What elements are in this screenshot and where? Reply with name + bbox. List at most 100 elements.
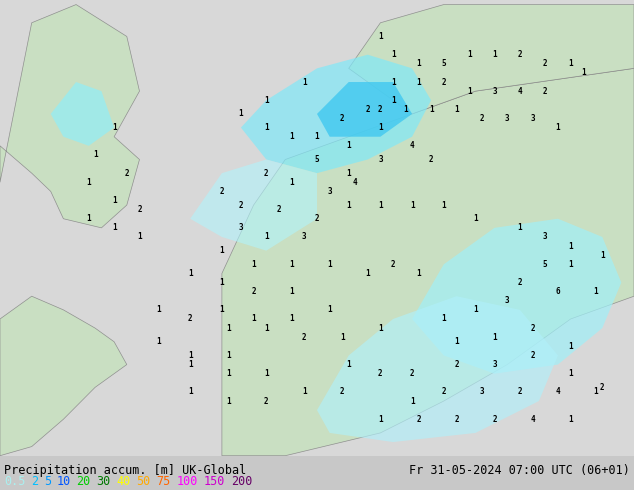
Text: 2: 2 — [340, 114, 345, 123]
Text: 1: 1 — [112, 223, 117, 232]
Text: 1: 1 — [112, 196, 117, 205]
Text: 1: 1 — [346, 141, 351, 150]
Text: 2: 2 — [479, 114, 484, 123]
Text: 3: 3 — [327, 187, 332, 196]
Text: 1: 1 — [327, 305, 332, 315]
Text: 5: 5 — [441, 59, 446, 68]
Text: 2: 2 — [429, 155, 434, 164]
Text: 1: 1 — [391, 96, 396, 105]
Text: 1: 1 — [264, 323, 269, 333]
Text: 2: 2 — [264, 169, 269, 178]
Text: 1: 1 — [467, 87, 472, 96]
Text: 1: 1 — [454, 105, 459, 114]
Text: 2: 2 — [302, 333, 307, 342]
Text: 3: 3 — [378, 155, 383, 164]
Text: Precipitation accum. [m] UK-Global: Precipitation accum. [m] UK-Global — [4, 464, 246, 477]
Text: 1: 1 — [600, 251, 605, 260]
Text: 3: 3 — [530, 114, 535, 123]
Text: 1: 1 — [346, 169, 351, 178]
Text: 2: 2 — [543, 87, 548, 96]
Text: 2: 2 — [276, 205, 281, 214]
Text: 1: 1 — [517, 223, 522, 232]
Text: Fr 31-05-2024 07:00 UTC (06+01): Fr 31-05-2024 07:00 UTC (06+01) — [409, 464, 630, 477]
Text: 1: 1 — [112, 123, 117, 132]
Text: 2: 2 — [251, 287, 256, 296]
Text: 1: 1 — [93, 150, 98, 159]
Text: 1: 1 — [416, 59, 421, 68]
Text: 1: 1 — [264, 232, 269, 242]
Text: 1: 1 — [593, 287, 598, 296]
Text: 2: 2 — [517, 388, 522, 396]
Text: 1: 1 — [340, 333, 345, 342]
Text: 3: 3 — [302, 232, 307, 242]
Text: 1: 1 — [251, 315, 256, 323]
Text: 1: 1 — [86, 214, 91, 223]
Text: 1: 1 — [219, 305, 224, 315]
Text: 2: 2 — [378, 105, 383, 114]
Text: 100: 100 — [176, 475, 198, 489]
Text: 0.5: 0.5 — [4, 475, 25, 489]
Text: 2: 2 — [264, 396, 269, 406]
Text: 1: 1 — [289, 315, 294, 323]
Text: 1: 1 — [378, 415, 383, 424]
Text: 1: 1 — [467, 50, 472, 59]
Text: 1: 1 — [391, 50, 396, 59]
Text: 1: 1 — [289, 178, 294, 187]
Text: 1: 1 — [137, 232, 142, 242]
Text: 1: 1 — [226, 369, 231, 378]
Text: 2: 2 — [219, 187, 224, 196]
Text: 2: 2 — [600, 383, 605, 392]
Text: 1: 1 — [188, 351, 193, 360]
Text: 2: 2 — [492, 415, 497, 424]
Text: 10: 10 — [56, 475, 71, 489]
Text: 1: 1 — [219, 278, 224, 287]
Polygon shape — [349, 4, 634, 114]
Text: 2: 2 — [517, 50, 522, 59]
Text: 1: 1 — [264, 96, 269, 105]
Text: 50: 50 — [136, 475, 151, 489]
Text: 2: 2 — [188, 315, 193, 323]
Text: 75: 75 — [157, 475, 171, 489]
Text: 1: 1 — [441, 200, 446, 210]
Text: 4: 4 — [517, 87, 522, 96]
Text: 1: 1 — [188, 360, 193, 369]
Text: 1: 1 — [238, 109, 243, 119]
Text: 2: 2 — [378, 369, 383, 378]
Text: 1: 1 — [410, 396, 415, 406]
Text: 2: 2 — [530, 323, 535, 333]
Polygon shape — [51, 82, 114, 146]
Text: 30: 30 — [96, 475, 111, 489]
Text: 200: 200 — [231, 475, 253, 489]
Text: 3: 3 — [492, 360, 497, 369]
Text: 3: 3 — [505, 296, 510, 305]
Text: 1: 1 — [473, 305, 478, 315]
Text: 1: 1 — [289, 287, 294, 296]
Polygon shape — [317, 82, 412, 137]
Text: 1: 1 — [492, 50, 497, 59]
Polygon shape — [241, 55, 431, 173]
Text: 2: 2 — [391, 260, 396, 269]
Polygon shape — [412, 219, 621, 374]
Text: 3: 3 — [543, 232, 548, 242]
Text: 1: 1 — [156, 337, 161, 346]
Text: 6: 6 — [555, 287, 560, 296]
Text: 1: 1 — [346, 200, 351, 210]
Text: 1: 1 — [568, 242, 573, 250]
Polygon shape — [190, 160, 317, 251]
Text: 2: 2 — [454, 415, 459, 424]
Text: 1: 1 — [555, 123, 560, 132]
Text: 2: 2 — [410, 369, 415, 378]
Text: 2: 2 — [340, 388, 345, 396]
Text: 5: 5 — [543, 260, 548, 269]
Text: 2: 2 — [530, 351, 535, 360]
Text: 1: 1 — [492, 333, 497, 342]
Text: 20: 20 — [77, 475, 91, 489]
Text: 1: 1 — [251, 260, 256, 269]
Text: 1: 1 — [346, 360, 351, 369]
Text: 1: 1 — [289, 260, 294, 269]
Text: 2: 2 — [416, 415, 421, 424]
Text: 2: 2 — [32, 475, 39, 489]
Text: 1: 1 — [188, 269, 193, 278]
Text: 2: 2 — [543, 59, 548, 68]
Text: 1: 1 — [416, 269, 421, 278]
